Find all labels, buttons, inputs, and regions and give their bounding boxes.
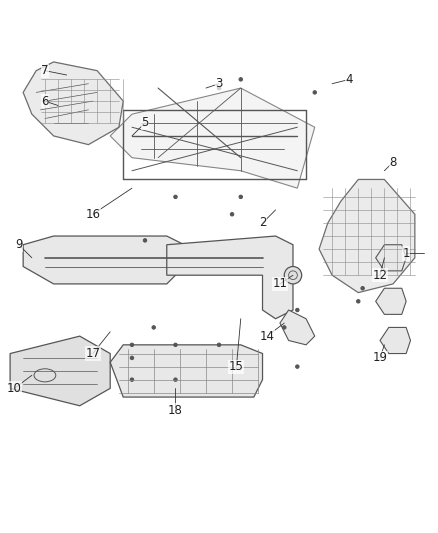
Ellipse shape [174, 195, 177, 199]
Text: 17: 17 [85, 347, 100, 360]
Text: 5: 5 [141, 116, 148, 130]
Polygon shape [10, 336, 110, 406]
Ellipse shape [296, 308, 299, 312]
Text: 7: 7 [41, 64, 49, 77]
Ellipse shape [130, 343, 134, 346]
Text: 14: 14 [259, 329, 274, 343]
Ellipse shape [130, 356, 134, 360]
Text: 18: 18 [168, 403, 183, 417]
Polygon shape [23, 62, 123, 144]
Ellipse shape [284, 266, 302, 284]
Ellipse shape [357, 300, 360, 303]
Text: 19: 19 [373, 351, 388, 365]
Polygon shape [23, 236, 184, 284]
Ellipse shape [174, 343, 177, 346]
Polygon shape [280, 310, 315, 345]
Text: 9: 9 [15, 238, 22, 251]
Ellipse shape [130, 378, 134, 382]
Polygon shape [376, 288, 406, 314]
Polygon shape [376, 245, 406, 271]
Text: 4: 4 [346, 73, 353, 86]
Text: 10: 10 [7, 382, 22, 395]
Text: 2: 2 [259, 216, 266, 230]
Ellipse shape [239, 195, 243, 199]
Polygon shape [380, 327, 410, 353]
Text: 12: 12 [373, 269, 388, 282]
Ellipse shape [313, 91, 317, 94]
Text: 6: 6 [41, 95, 49, 108]
Polygon shape [319, 180, 415, 293]
Ellipse shape [230, 213, 234, 216]
Ellipse shape [152, 326, 155, 329]
Ellipse shape [217, 86, 221, 90]
Polygon shape [167, 236, 293, 319]
Polygon shape [110, 88, 315, 188]
Ellipse shape [296, 365, 299, 368]
Text: 3: 3 [215, 77, 223, 90]
Ellipse shape [174, 378, 177, 382]
Text: 16: 16 [85, 208, 100, 221]
Ellipse shape [361, 287, 364, 290]
Polygon shape [110, 345, 262, 397]
Text: 11: 11 [272, 277, 287, 290]
Ellipse shape [283, 326, 286, 329]
Ellipse shape [239, 78, 243, 81]
Ellipse shape [217, 343, 221, 346]
Text: 15: 15 [229, 360, 244, 373]
Text: 8: 8 [389, 156, 397, 168]
Ellipse shape [143, 239, 147, 242]
Text: 1: 1 [403, 247, 410, 260]
